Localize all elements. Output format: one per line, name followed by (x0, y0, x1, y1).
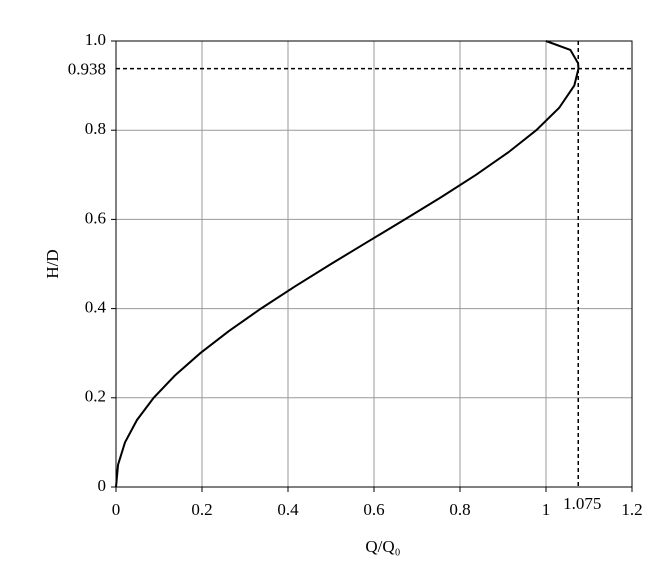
x-tick-label: 0.8 (449, 500, 470, 519)
x-tick-label: 0.2 (191, 500, 212, 519)
x-tick-label: 1.2 (621, 500, 642, 519)
x-tick-label: 1 (542, 500, 551, 519)
reference-label: 0.938 (68, 60, 106, 79)
x-tick-label: 0 (112, 500, 121, 519)
data-line (115, 40, 580, 488)
x-axis-label: Q/Q₀ (365, 537, 400, 556)
y-tick-label: 0 (98, 476, 107, 495)
x-tick-label: 0.4 (277, 500, 299, 519)
x-tick-label: 0.6 (363, 500, 384, 519)
y-tick-label: 1.0 (85, 30, 106, 49)
reference-label: 1.075 (563, 494, 601, 513)
plot-frame (115, 40, 633, 488)
y-axis-label: H/D (43, 249, 62, 278)
y-tick-label: 0.6 (85, 208, 106, 227)
y-tick-label: 0.8 (85, 119, 106, 138)
y-tick-label: 0.4 (85, 298, 107, 317)
y-tick-label: 0.2 (85, 387, 106, 406)
